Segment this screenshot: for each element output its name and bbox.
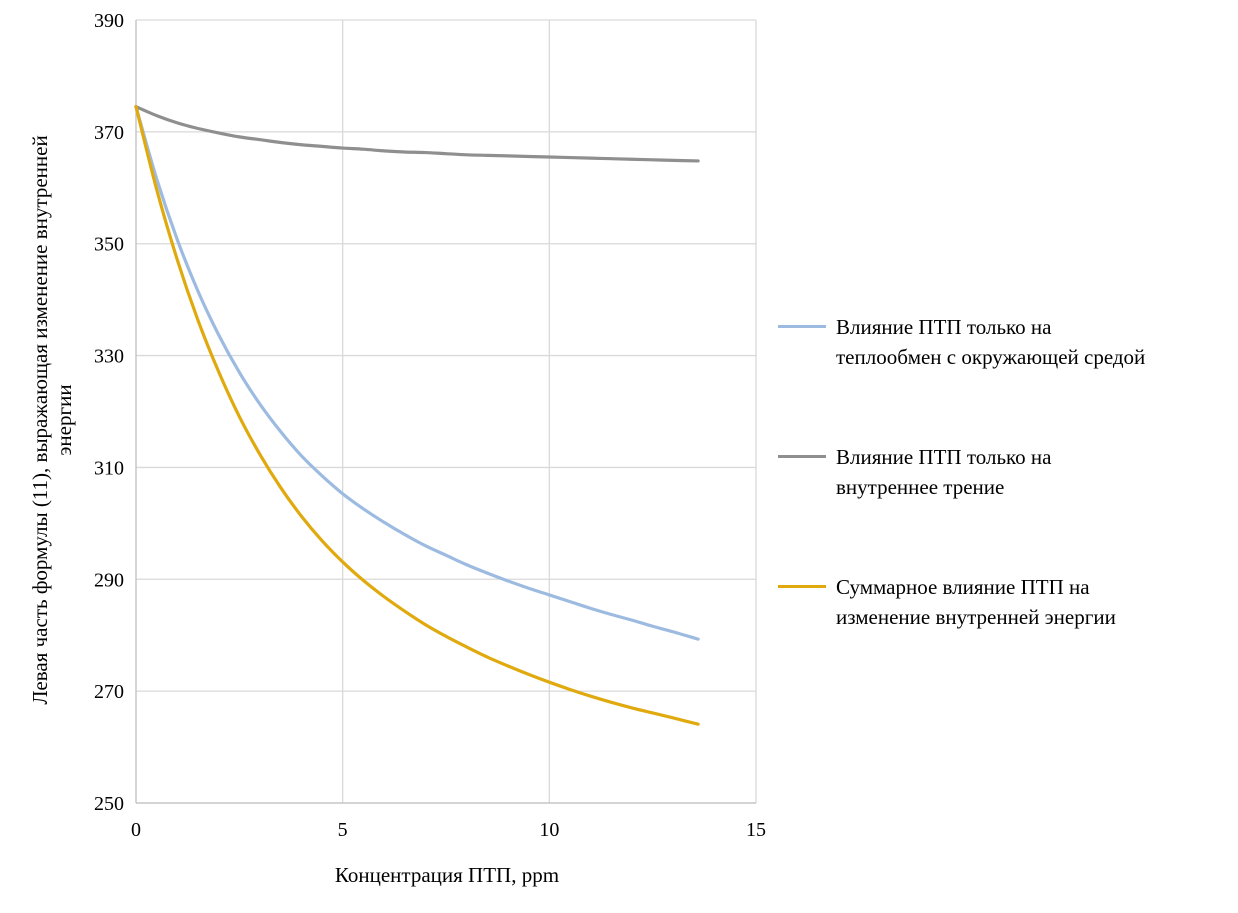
x-tick-label: 10 [539,819,559,841]
legend-label-line: изменение внутренней энергии [836,605,1116,629]
x-tick-label: 15 [746,819,766,841]
x-tick-labels: 0 5 10 15 [131,819,766,841]
series-lines [134,105,700,726]
gridlines [136,19,757,804]
x-axis-title: Концентрация ПТП, ppm [335,863,559,887]
legend-label-total: Суммарное влияние ПТП на изменение внутр… [836,572,1236,632]
legend-label-heat-exchange: Влияние ПТП только на теплообмен с окруж… [836,312,1236,372]
y-tick-label: 310 [94,457,124,479]
x-tick-label: 0 [131,819,141,841]
series-line-0 [134,105,700,641]
y-axis-title: Левая часть формулы (11), выражающая изм… [28,135,76,704]
legend-label-internal-friction: Влияние ПТП только на внутреннее трение [836,442,1236,502]
series-line-1 [134,105,700,163]
axes [135,20,756,804]
legend-label-line: внутреннее трение [836,475,1005,499]
y-tick-label: 330 [94,346,124,368]
legend-item-total: Суммарное влияние ПТП на изменение внутр… [778,572,1238,632]
legend-swatch-internal-friction [778,455,826,458]
legend-label-line: Суммарное влияние ПТП на [836,575,1090,599]
series-line-2 [134,105,700,726]
legend-item-internal-friction: Влияние ПТП только на внутреннее трение [778,442,1238,502]
legend: Влияние ПТП только на теплообмен с окруж… [778,312,1238,702]
y-tick-label: 350 [94,234,124,256]
legend-label-line: Влияние ПТП только на [836,315,1052,339]
legend-item-heat-exchange: Влияние ПТП только на теплообмен с окруж… [778,312,1238,372]
legend-label-line: Влияние ПТП только на [836,445,1052,469]
y-axis-title-line-2: энергии [52,384,76,455]
y-tick-label: 250 [94,793,124,815]
legend-swatch-total [778,585,826,588]
y-tick-label: 390 [94,10,124,32]
legend-label-line: теплообмен с окружающей средой [836,345,1146,369]
y-tick-label: 370 [94,122,124,144]
y-tick-label: 290 [94,569,124,591]
y-tick-label: 270 [94,681,124,703]
x-tick-label: 5 [338,819,348,841]
legend-swatch-heat-exchange [778,325,826,328]
y-axis-title-line-1: Левая часть формулы (11), выражающая изм… [28,135,52,704]
y-tick-labels: 250 270 290 310 330 350 370 390 [94,10,124,815]
